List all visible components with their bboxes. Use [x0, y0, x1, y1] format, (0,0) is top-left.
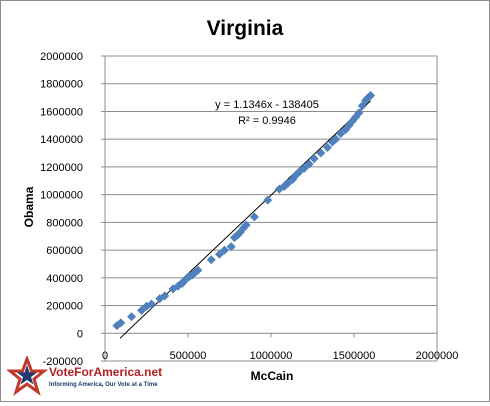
data-point: [354, 108, 364, 118]
trendline-equation: y = 1.1346x - 138405: [215, 99, 319, 111]
y-tick-label: 400000: [46, 273, 83, 285]
trendline: [119, 100, 371, 339]
axes: -200000 0 200000 400000 600000 800000 1000000 1…: [40, 51, 458, 368]
gridlines: [105, 55, 437, 362]
y-tick-label: 2000000: [40, 51, 83, 63]
logo-name: VoteForAmerica.net: [49, 365, 162, 379]
y-tick-label: 1000000: [40, 190, 83, 202]
chart-title: Virginia: [207, 17, 284, 40]
data-point: [331, 134, 341, 144]
y-tick-label: 800000: [46, 217, 83, 229]
data-point: [309, 154, 319, 164]
data-point: [137, 305, 147, 315]
data-point: [283, 179, 293, 189]
data-point: [299, 163, 309, 173]
data-point: [226, 242, 236, 252]
data-point: [316, 148, 326, 158]
logo-tagline: Informing America, Our Vote at a Time: [49, 382, 158, 388]
data-point: [304, 159, 314, 169]
x-axis-label: McCain: [251, 369, 294, 383]
data-point: [249, 212, 259, 222]
y-tick-label: -200000: [43, 356, 83, 368]
data-point: [160, 291, 170, 301]
data-point: [116, 318, 126, 328]
data-point: [215, 249, 225, 259]
inner-star-icon: [17, 365, 37, 385]
y-tick-label: 600000: [46, 245, 83, 257]
data-point: [127, 312, 137, 322]
y-tick-label: 1400000: [40, 134, 83, 146]
data-point: [341, 124, 351, 134]
x-tick-label: 1500000: [333, 350, 376, 362]
x-tick-label: 1000000: [250, 350, 293, 362]
data-point: [220, 245, 230, 255]
x-tick-label: 0: [102, 350, 108, 362]
x-tick-label: 2000000: [416, 350, 459, 362]
y-tick-label: 200000: [46, 301, 83, 313]
data-point: [322, 143, 332, 152]
trendline-group: [119, 100, 371, 339]
data-point: [366, 91, 376, 101]
x-tick-label: 500000: [170, 350, 207, 362]
data-point: [263, 195, 273, 205]
data-point: [146, 299, 156, 309]
data-point: [241, 220, 251, 230]
data-point: [336, 129, 346, 139]
y-tick-label: 1600000: [40, 106, 83, 118]
trendline-r-squared: R² = 0.9946: [238, 115, 296, 127]
data-point: [193, 265, 203, 275]
y-tick-label: 0: [77, 328, 83, 340]
y-axis-label: Obama: [22, 186, 36, 227]
data-point: [206, 255, 216, 265]
vote-for-america-logo: VoteForAmerica.net Informing America, Ou…: [7, 356, 162, 396]
y-tick-label: 1800000: [40, 79, 83, 91]
y-tick-label: 1200000: [40, 162, 83, 174]
data-points: [112, 91, 376, 331]
